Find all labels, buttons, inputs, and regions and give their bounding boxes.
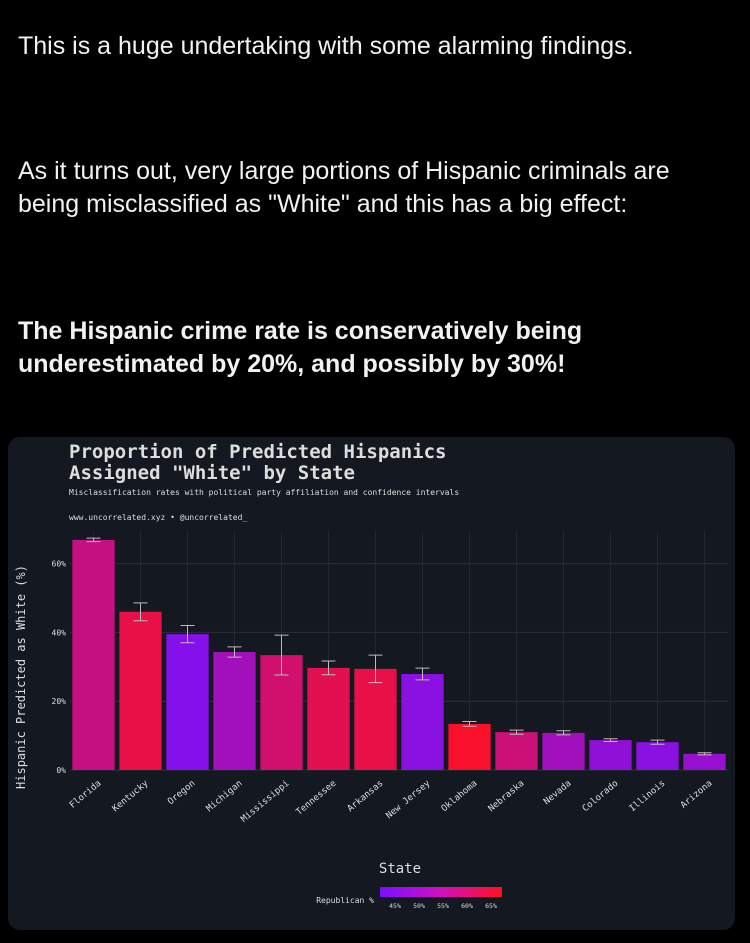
error-bar	[603, 738, 618, 742]
x-tick-label: Colorado	[581, 779, 621, 815]
error-bar	[180, 625, 195, 644]
bar-michigan	[213, 652, 256, 770]
error-bar	[274, 634, 289, 676]
chart-card: Proportion of Predicted Hispanics Assign…	[8, 437, 735, 930]
error-bar	[462, 720, 477, 727]
x-tick-label: Illinois	[628, 779, 668, 815]
legend-colorbar	[380, 887, 502, 897]
legend-tick: 45%	[389, 902, 401, 910]
bar-arkansas	[354, 668, 397, 770]
x-tick-label: Oklahoma	[440, 779, 480, 815]
legend-tick: 55%	[437, 902, 449, 910]
bar-chart: Proportion of Predicted Hispanics Assign…	[14, 441, 728, 910]
x-tick-label: Kentucky	[111, 778, 151, 814]
bar-illinois	[636, 742, 679, 770]
x-tick-label: Nevada	[542, 779, 573, 808]
chart-title-2: Assigned "White" by State	[69, 462, 355, 484]
x-tick-label: Tennessee	[295, 779, 339, 818]
bar-arizona	[683, 753, 726, 770]
error-bar	[133, 602, 148, 622]
error-bar	[415, 667, 430, 681]
legend-label: Republican %	[316, 896, 374, 905]
legend-tick: 60%	[461, 902, 473, 910]
error-bar	[509, 729, 524, 735]
x-tick-label: Oregon	[166, 779, 197, 808]
bar-nevada	[542, 732, 585, 770]
bar-colorado	[589, 740, 632, 770]
x-axis-label: State	[379, 861, 421, 877]
error-bar	[556, 730, 571, 736]
bar-florida	[72, 539, 115, 770]
post-paragraph-2: As it turns out, very large portions of …	[18, 157, 670, 218]
error-bar	[321, 660, 336, 676]
x-tick-label: Michigan	[205, 779, 245, 815]
y-tick-label: 20%	[52, 697, 67, 706]
bar-oregon	[166, 634, 209, 770]
x-tick-label: Florida	[68, 779, 103, 811]
y-tick-label: 40%	[52, 628, 67, 637]
error-bar	[650, 739, 665, 745]
bar-tennessee	[307, 667, 350, 770]
error-bar	[227, 646, 242, 658]
legend-tick: 65%	[485, 902, 497, 910]
x-tick-label: Nebraska	[487, 779, 527, 815]
bar-oklahoma	[448, 723, 491, 770]
legend-tick: 50%	[413, 902, 425, 910]
x-tick-label: Arkansas	[346, 779, 386, 815]
chart-subtitle: Misclassification rates with political p…	[69, 488, 459, 497]
x-tick-label: Arizona	[679, 779, 714, 811]
x-tick-label: New Jersey	[384, 778, 432, 821]
bar-kentucky	[119, 611, 162, 770]
bar-new-jersey	[401, 674, 444, 770]
error-bar	[697, 752, 712, 756]
chart-credit: www.uncorrelated.xyz • @uncorrelated_	[69, 513, 247, 522]
error-bar	[368, 654, 383, 684]
error-bar	[86, 537, 101, 543]
y-tick-label: 0%	[56, 766, 66, 775]
post-paragraph-3: The Hispanic crime rate is conservativel…	[18, 317, 583, 378]
x-tick-label: Mississippi	[239, 779, 291, 825]
y-axis-label: Hispanic Predicted as White (%)	[14, 565, 28, 789]
chart-title-1: Proportion of Predicted Hispanics	[69, 441, 447, 463]
bar-nebraska	[495, 732, 538, 770]
y-tick-label: 60%	[52, 560, 67, 569]
post-paragraph-1: This is a huge undertaking with some ala…	[18, 32, 634, 60]
